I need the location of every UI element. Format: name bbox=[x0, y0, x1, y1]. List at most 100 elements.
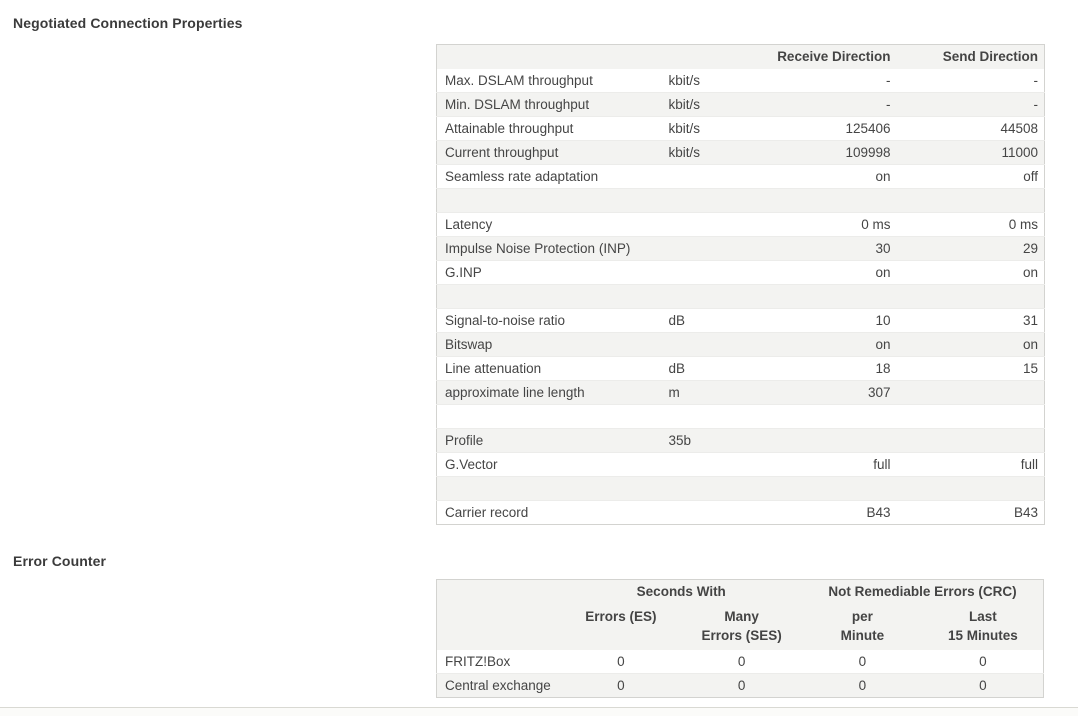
cell-label: approximate line length bbox=[436, 380, 661, 405]
cell-send bbox=[902, 284, 1045, 309]
cell-label: Max. DSLAM throughput bbox=[445, 72, 593, 88]
section-heading: Negotiated Connection Properties bbox=[13, 15, 243, 31]
cell-receive: 0 ms bbox=[766, 212, 903, 237]
cell-label: Profile bbox=[436, 428, 661, 453]
column-header-receive-direction: Receive Direction bbox=[766, 44, 903, 69]
cell-unit bbox=[660, 404, 767, 429]
cell-unit bbox=[660, 284, 767, 309]
cell-send: on bbox=[902, 260, 1045, 285]
cell-receive: 307 bbox=[766, 380, 903, 405]
cell-send: 0 ms bbox=[902, 212, 1045, 237]
page-bottom-divider bbox=[0, 707, 1078, 708]
cell-label: G.Vector bbox=[436, 452, 661, 477]
cell-send bbox=[902, 428, 1045, 453]
cell-receive: - bbox=[886, 72, 891, 88]
cell-send: 11000 bbox=[902, 140, 1045, 165]
cell-receive: B43 bbox=[766, 500, 903, 525]
cell-receive: 125406 bbox=[766, 116, 903, 141]
header-empty bbox=[436, 579, 561, 604]
negotiated-connection-properties-section: Negotiated Connection Properties Receive… bbox=[13, 15, 1045, 525]
cell-send: 15 bbox=[902, 356, 1045, 381]
table-subheader-row: Errors (ES) Many Errors (SES) per Minute… bbox=[436, 603, 1044, 650]
cell-receive: full bbox=[766, 452, 903, 477]
cell-unit bbox=[660, 260, 767, 285]
cell-label: Line attenuation bbox=[436, 356, 661, 381]
cell-unit: kbit/s bbox=[660, 140, 767, 165]
cell-label bbox=[436, 284, 661, 309]
cell-receive: 10 bbox=[766, 308, 903, 333]
column-header-many-errors-ses: Many Errors (SES) bbox=[681, 603, 802, 650]
cell-send bbox=[902, 476, 1045, 501]
cell-unit bbox=[660, 164, 767, 189]
cell-label: Signal-to-noise ratio bbox=[436, 308, 661, 333]
cell-receive: on bbox=[766, 332, 903, 357]
connection-properties-table: Receive Direction Send Direction Max. DS… bbox=[436, 44, 1045, 525]
column-header-last-15-minutes: Last 15 Minutes bbox=[922, 603, 1044, 650]
header-empty-label bbox=[436, 44, 661, 69]
table-row: Central exchange 0 0 0 0 bbox=[436, 673, 1044, 698]
table-row-spacer bbox=[436, 188, 1045, 213]
table-header-row: Receive Direction Send Direction bbox=[436, 44, 1045, 69]
cell-send: - bbox=[1033, 72, 1039, 88]
cell-receive bbox=[766, 404, 903, 429]
footer-space bbox=[0, 708, 1078, 716]
cell-receive bbox=[766, 476, 903, 501]
cell-label bbox=[436, 188, 661, 213]
table-row: G.INP on on bbox=[436, 260, 1045, 285]
cell-unit bbox=[660, 332, 767, 357]
cell-label: Latency bbox=[436, 212, 661, 237]
cell-label: Impulse Noise Protection (INP) bbox=[436, 236, 661, 261]
cell-crc-per-minute: 0 bbox=[858, 653, 867, 669]
table-row: Carrier record B43 B43 bbox=[436, 500, 1045, 525]
section-heading: Error Counter bbox=[13, 553, 107, 569]
cell-unit bbox=[660, 188, 767, 213]
table-row: Signal-to-noise ratio dB 10 31 bbox=[436, 308, 1045, 333]
cell-many-errors-ses: 0 bbox=[737, 653, 746, 669]
cell-receive: 30 bbox=[766, 236, 903, 261]
cell-unit: dB bbox=[660, 356, 767, 381]
cell-unit bbox=[660, 212, 767, 237]
cell-unit: dB bbox=[660, 308, 767, 333]
cell-label: Bitswap bbox=[436, 332, 661, 357]
cell-crc-last-15-minutes: 0 bbox=[979, 653, 987, 669]
cell-label bbox=[436, 476, 661, 501]
cell-send: 31 bbox=[902, 308, 1045, 333]
table-row: FRITZ!Box 0 0 0 0 bbox=[437, 650, 1044, 674]
cell-crc-per-minute: 0 bbox=[802, 673, 923, 698]
cell-label: G.INP bbox=[436, 260, 661, 285]
cell-unit bbox=[660, 452, 767, 477]
group-header-seconds-with: Seconds With bbox=[560, 579, 802, 604]
table-group-header-row: Seconds With Not Remediable Errors (CRC) bbox=[436, 579, 1044, 604]
table-row: G.Vector full full bbox=[436, 452, 1045, 477]
cell-send: on bbox=[902, 332, 1045, 357]
table-row: Min. DSLAM throughput kbit/s - - bbox=[436, 92, 1045, 117]
cell-label: Current throughput bbox=[436, 140, 661, 165]
cell-errors-es: 0 bbox=[560, 673, 682, 698]
cell-label: Seamless rate adaptation bbox=[436, 164, 661, 189]
table-row: Line attenuation dB 18 15 bbox=[436, 356, 1045, 381]
header-empty bbox=[436, 603, 561, 650]
cell-label: Central exchange bbox=[436, 673, 561, 698]
cell-label: Carrier record bbox=[436, 500, 661, 525]
error-counter-table: Seconds With Not Remediable Errors (CRC)… bbox=[436, 579, 1044, 698]
cell-unit: kbit/s bbox=[660, 92, 767, 117]
cell-label: FRITZ!Box bbox=[445, 653, 511, 669]
cell-receive: 18 bbox=[766, 356, 903, 381]
cell-receive: - bbox=[766, 92, 903, 117]
group-header-crc: Not Remediable Errors (CRC) bbox=[802, 579, 1044, 604]
cell-unit: kbit/s bbox=[668, 72, 701, 88]
table-row: Bitswap on on bbox=[436, 332, 1045, 357]
table-row: Attainable throughput kbit/s 125406 4450… bbox=[436, 116, 1045, 141]
cell-receive: on bbox=[766, 164, 903, 189]
cell-many-errors-ses: 0 bbox=[681, 673, 802, 698]
table-row: Current throughput kbit/s 109998 11000 bbox=[436, 140, 1045, 165]
table-row: Max. DSLAM throughput kbit/s - - bbox=[437, 69, 1045, 93]
column-header-errors-es: Errors (ES) bbox=[560, 603, 682, 650]
cell-receive bbox=[766, 284, 903, 309]
column-header-send-direction: Send Direction bbox=[902, 44, 1045, 69]
table-row-spacer bbox=[436, 284, 1045, 309]
cell-receive bbox=[766, 188, 903, 213]
cell-unit bbox=[660, 500, 767, 525]
cell-send: B43 bbox=[902, 500, 1045, 525]
column-header-per-minute: per Minute bbox=[802, 603, 923, 650]
